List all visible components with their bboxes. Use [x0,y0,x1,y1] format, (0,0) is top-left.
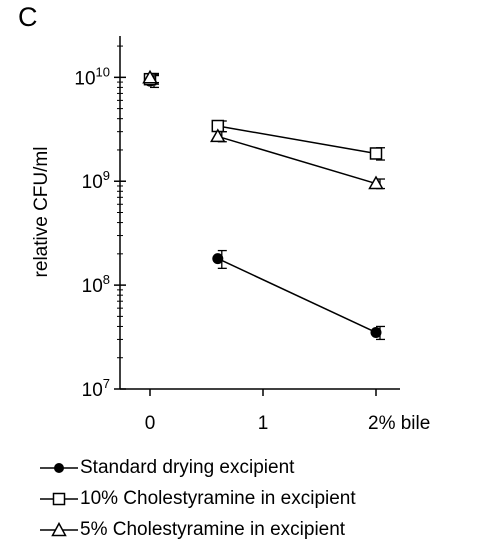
y-tick-label: 1010 [74,64,110,89]
data-point [210,128,226,143]
legend-item-10pct-cholestyramine: 10% Cholestyramine in excipient [40,483,356,514]
series-line [217,125,377,155]
data-point [368,175,384,190]
y-axis-label: relative CFU/ml [31,147,52,278]
series-line [217,257,377,334]
legend-item-standard: Standard drying excipient [40,452,356,483]
legend-label: 10% Cholestyramine in excipient [80,487,356,509]
legend-marker-square-open [40,492,78,505]
x-tick-label: 0 [145,413,156,434]
series-line [217,135,377,185]
y-tick-label: 108 [82,272,110,297]
y-tick-label: 109 [82,168,110,193]
legend-label: 5% Cholestyramine in excipient [80,518,346,540]
x-tick-label: 2% bile [368,413,430,434]
legend-item-5pct-cholestyramine: 5% Cholestyramine in excipient [40,514,356,545]
panel-label: C [18,2,38,32]
legend-marker-triangle-open [40,521,78,536]
data-point [370,326,382,338]
legend-marker-circle-filled [40,462,78,473]
data-point [212,253,224,265]
x-tick-label: 1 [258,413,269,434]
legend-label: Standard drying excipient [80,456,295,478]
chart: 107 108 109 1010 0 1 2% bile relative CFU/ml [31,36,430,434]
legend: Standard drying excipient 10% Cholestyra… [40,452,356,545]
data-point [369,147,383,160]
y-tick-label: 107 [82,376,110,401]
data-point [142,69,158,84]
